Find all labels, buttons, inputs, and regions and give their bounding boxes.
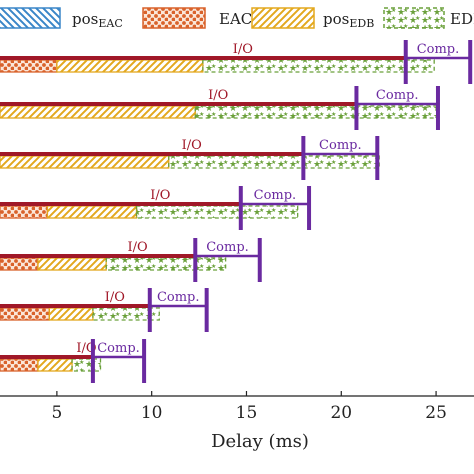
legend-swatch-pos-edb <box>251 7 315 29</box>
x-tick-label: 15 <box>236 403 258 423</box>
legend-item-pos-eac: posEAC <box>0 7 123 30</box>
bar-segment-edb <box>135 205 299 219</box>
bar-segment-edb <box>194 105 439 119</box>
legend-label-pos-edb: posEDB <box>323 10 374 30</box>
legend-swatch-pos-eac <box>0 7 61 29</box>
comp-label: Comp. <box>206 240 249 255</box>
bar-segment-eac <box>0 358 39 372</box>
bar-row: I/O Comp. <box>0 288 209 332</box>
bar-segment-pos-edb <box>48 307 94 321</box>
x-tick-label: 5 <box>51 403 62 423</box>
x-axis-ticks: 5 10 15 20 25 <box>51 391 447 423</box>
bar-segment-edb <box>105 257 227 271</box>
bar-row: I/O Comp. <box>0 40 473 84</box>
bar-segment-edb <box>202 59 435 73</box>
bar-segment-pos-edb <box>0 155 170 169</box>
comp-label: Comp. <box>254 188 297 203</box>
bar-segment-edb <box>92 307 160 321</box>
io-label: I/O <box>233 42 253 57</box>
bar-row: I/O Comp. <box>0 339 147 383</box>
io-label: I/O <box>150 188 170 203</box>
bar-segment-pos-edb <box>46 205 138 219</box>
bar-segment-edb <box>71 358 102 372</box>
x-axis: 5 10 15 20 25 Delay (ms) <box>0 391 474 452</box>
legend-item-pos-edb: posEDB <box>251 7 374 30</box>
bar-row: I/O Comp. <box>0 238 262 282</box>
bar-segment-pos-edb <box>0 105 196 119</box>
x-tick-label: 10 <box>141 403 163 423</box>
legend-item-eac: EAC <box>142 7 252 29</box>
bar-segment-eac <box>0 205 49 219</box>
legend-label-eac: EAC <box>219 10 252 28</box>
bar-row: I/O Comp. <box>0 186 312 230</box>
legend-label-edb: EDB <box>450 10 474 28</box>
bar-segment-eac <box>0 307 50 321</box>
comp-label: Comp. <box>319 138 362 153</box>
x-tick-label: 20 <box>330 403 352 423</box>
legend-item-edb: EDB <box>383 7 474 29</box>
x-axis-label: Delay (ms) <box>211 431 309 452</box>
legend: posEAC EAC posEDB EDB <box>0 7 474 30</box>
io-label: I/O <box>182 138 202 153</box>
legend-label-pos-eac: posEAC <box>72 10 123 30</box>
legend-swatch-edb <box>383 7 445 29</box>
bar-segment-pos-edb <box>56 59 204 73</box>
bar-row: I/O Comp. <box>0 86 440 130</box>
io-label: I/O <box>208 88 228 103</box>
comp-label: Comp. <box>417 42 460 57</box>
bar-rows: I/O Comp. I/O Comp. I/O Comp. I/O Comp. I/O Comp.… <box>0 40 473 383</box>
comp-label: Comp. <box>376 88 419 103</box>
legend-swatch-eac <box>142 7 206 29</box>
comp-label: Comp. <box>97 341 140 356</box>
bar-segment-pos-edb <box>37 257 107 271</box>
x-tick-label: 25 <box>425 403 447 423</box>
io-label: I/O <box>128 240 148 255</box>
bar-segment-eac <box>0 59 58 73</box>
bar-segment-eac <box>0 257 39 271</box>
comp-label: Comp. <box>157 290 200 305</box>
bar-segment-edb <box>168 155 380 169</box>
bar-segment-pos-edb <box>37 358 73 372</box>
bar-row: I/O Comp. <box>0 136 380 180</box>
io-label: I/O <box>105 290 125 305</box>
